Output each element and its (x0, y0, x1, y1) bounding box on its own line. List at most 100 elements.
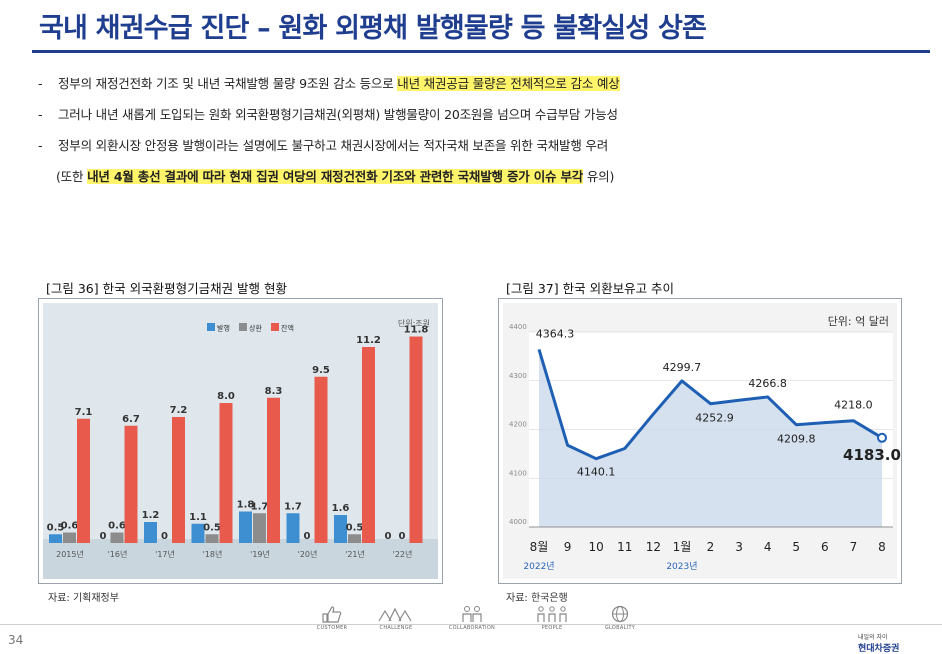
brand-name: 현대차증권 (858, 644, 900, 654)
year-label: 2022년 (523, 561, 554, 572)
x-tick-label: '19년 (250, 549, 270, 559)
bar-상환 (348, 534, 361, 543)
globe-icon (611, 605, 629, 623)
x-tick-label: '20년 (298, 549, 318, 559)
bullet-list: - 정부의 재정건전화 기조 및 내년 국채발행 물량 9조원 감소 등으로 내년… (38, 72, 918, 196)
bar-잔액 (267, 397, 280, 543)
x-tick-label: 12 (646, 540, 661, 554)
chart-floor (43, 539, 438, 579)
figure-36-title: [그림 36] 한국 외국환평형기금채권 발행 현황 (46, 281, 288, 296)
bar-value-label: 1.7 (251, 501, 269, 512)
x-tick-label: 10 (589, 540, 604, 554)
y-tick-label: 4000 (509, 518, 527, 526)
thumbs-up-icon (322, 606, 342, 623)
x-tick-label: '18년 (203, 549, 223, 559)
bar-value-label: 1.1 (189, 512, 207, 523)
footer-label: GLOBALITY (604, 625, 636, 631)
page-title: 국내 채권수급 진단 – 원화 외평채 발행물량 등 불확실성 상존 (39, 13, 707, 44)
x-tick-label: 11 (617, 540, 632, 554)
bullet-dash: - (38, 107, 43, 122)
bar-잔액 (124, 425, 138, 543)
figure-36-source: 자료: 기획재정부 (48, 593, 119, 604)
x-tick-label: 4 (764, 540, 772, 554)
end-point-marker (877, 432, 887, 443)
bar-잔액 (409, 336, 423, 543)
bar-value-label: 7.1 (75, 407, 93, 418)
bar-value-label: 11.2 (356, 335, 381, 346)
bullet-text: 정부의 외환시장 안정용 발행이라는 설명에도 불구하고 채권시장에서는 적자국… (58, 138, 609, 153)
x-tick-label: '17년 (155, 549, 175, 559)
x-tick-label: '22년 (393, 549, 413, 559)
y-tick-label: 4300 (509, 372, 527, 380)
x-tick-label: '21년 (345, 549, 365, 559)
bar-value-label: 0.6 (108, 521, 126, 532)
bar-value-label: 0 (161, 531, 168, 542)
bullet-highlight: 내년 채권공급 물량은 전체적으로 감소 예상 (397, 76, 620, 91)
bar-상환 (205, 534, 219, 543)
unit-label: 단위: 억 달러 (828, 315, 889, 328)
bar-value-label: 0.5 (346, 522, 364, 533)
footer-item-challenge: CHALLENGE (356, 605, 436, 631)
footer-item-customer: CUSTOMER (292, 605, 372, 631)
x-tick-label: 7 (850, 540, 858, 554)
arrows-up-icon (378, 607, 412, 622)
bullet-text: 그러나 내년 새롭게 도입되는 원화 외국환평형기금채권(외평채) 발행물량이 … (58, 107, 618, 122)
bullet-dash: - (38, 138, 43, 153)
footer-item-collaboration: COLLABORATION (432, 605, 512, 631)
note-line: (또한 내년 4월 총선 결과에 따라 현재 집권 여당의 재정건전화 기조와 … (38, 165, 918, 196)
x-tick-label: 5 (792, 540, 800, 554)
bullet-dash: - (38, 76, 43, 91)
bar-value-label: 1.7 (284, 501, 302, 512)
bar-value-label: 8.0 (217, 391, 235, 402)
bar-잔액 (362, 347, 375, 543)
bullet-item: - 정부의 외환시장 안정용 발행이라는 설명에도 불구하고 채권시장에서는 적자… (38, 134, 918, 165)
bar-value-label: 0 (385, 531, 392, 542)
figure-36-frame: 0.5 0.6 7.1 2015년 0 0.6 6.7'16년 1.2 0 7.2'17년 1.1 0… (38, 298, 443, 584)
people-pair-icon (462, 606, 482, 622)
x-tick-label: 3 (735, 540, 743, 554)
bar-value-label: 1.2 (142, 510, 160, 521)
footer-item-globality: GLOBALITY (580, 605, 660, 631)
people-group-icon (537, 606, 567, 622)
y-tick-label: 4100 (509, 469, 527, 477)
bar-상환 (253, 513, 266, 543)
data-label: 4209.8 (777, 433, 816, 446)
legend-swatch (239, 323, 247, 331)
x-tick-label: 8월 (530, 540, 549, 554)
legend-label: 발행 (217, 324, 230, 333)
bar-value-label: 0.5 (203, 522, 221, 533)
bar-발행 (49, 534, 62, 543)
bar-value-label: 1.8 (237, 500, 255, 511)
footer-label: CHALLENGE (379, 625, 413, 631)
bar-chart: 0.50.67.12015년00.66.7'16년1.207.2'17년1.10… (43, 303, 438, 579)
bar-상환 (63, 532, 76, 543)
x-tick-label: 9 (564, 540, 572, 554)
brand-slogan: 내일의 자이 (858, 634, 888, 641)
area-fill (539, 349, 882, 527)
note-prefix: (또한 (56, 169, 88, 184)
footer-label: PEOPLE (541, 625, 563, 631)
footer-label: COLLABORATION (448, 625, 496, 631)
bar-발행 (239, 511, 252, 543)
x-tick-label: 2015년 (56, 549, 84, 559)
data-label: 4364.3 (536, 327, 575, 340)
footer-item-people: PEOPLE (512, 605, 592, 631)
bar-value-label: 7.2 (170, 405, 188, 416)
line-chart: 400041004200430044004364.34140.14299.742… (503, 303, 901, 579)
bar-value-label: 0 (304, 531, 311, 542)
y-tick-label: 4200 (509, 421, 527, 429)
bar-value-label: 11.8 (404, 325, 429, 336)
bar-value-label: 1.6 (332, 503, 350, 514)
footer-divider (0, 624, 942, 625)
note-highlight: 내년 4월 총선 결과에 따라 현재 집권 여당의 재정건전화 기조와 관련한 … (87, 169, 584, 184)
legend-swatch (271, 323, 279, 331)
bullet-text: 정부의 재정건전화 기조 및 내년 국채발행 물량 9조원 감소 등으로 (58, 76, 398, 91)
data-label: 4140.1 (577, 466, 616, 479)
data-label: 4266.8 (748, 377, 787, 390)
bar-value-label: 0.5 (47, 522, 65, 533)
brand-logo: 내일의 자이 현대차증권 (858, 632, 899, 654)
figure-37-source: 자료: 한국은행 (506, 593, 568, 604)
bullet-item: - 그러나 내년 새롭게 도입되는 원화 외국환평형기금채권(외평채) 발행물량이… (38, 103, 918, 134)
note-suffix: 유의) (583, 169, 615, 184)
bar-잔액 (172, 417, 185, 543)
